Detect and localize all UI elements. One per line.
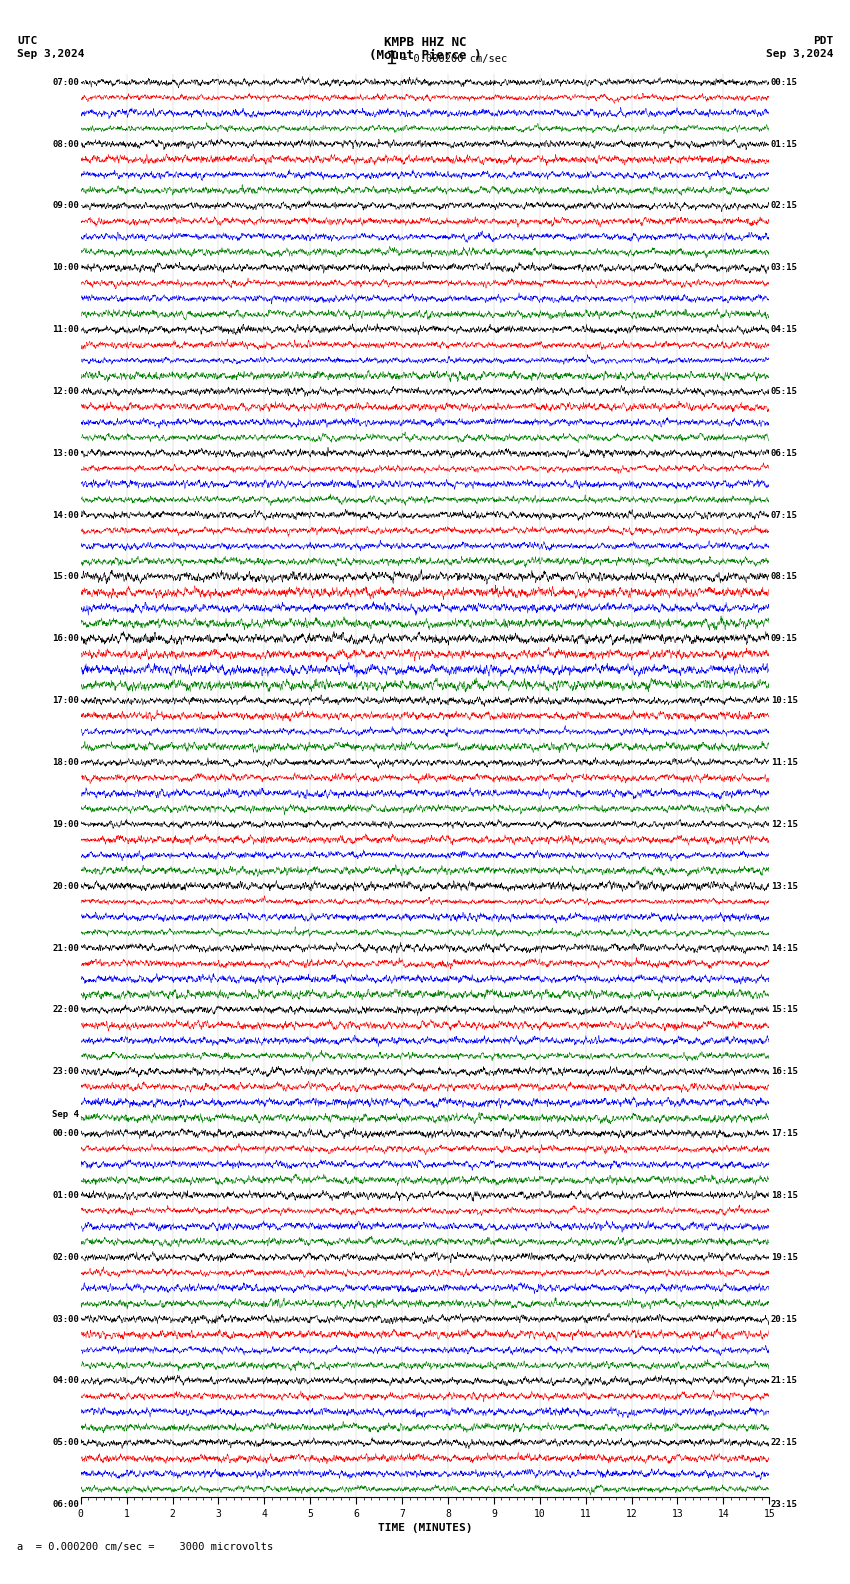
Text: 03:15: 03:15 <box>771 263 797 272</box>
Text: 01:00: 01:00 <box>53 1191 79 1201</box>
Text: 16:00: 16:00 <box>53 634 79 643</box>
Text: 22:15: 22:15 <box>771 1438 797 1448</box>
Text: 08:15: 08:15 <box>771 572 797 581</box>
Text: 04:15: 04:15 <box>771 325 797 334</box>
Text: 04:00: 04:00 <box>53 1376 79 1386</box>
Text: 12:15: 12:15 <box>771 821 797 828</box>
Text: 10:15: 10:15 <box>771 695 797 705</box>
Text: Sep 4: Sep 4 <box>53 1110 79 1120</box>
Text: 09:00: 09:00 <box>53 201 79 211</box>
Text: 19:00: 19:00 <box>53 821 79 828</box>
Text: Sep 3,2024: Sep 3,2024 <box>17 49 84 59</box>
Text: 15:00: 15:00 <box>53 572 79 581</box>
Text: 09:15: 09:15 <box>771 634 797 643</box>
Text: KMPB HHZ NC: KMPB HHZ NC <box>383 36 467 49</box>
Text: 13:00: 13:00 <box>53 448 79 458</box>
Text: 02:15: 02:15 <box>771 201 797 211</box>
Text: 03:00: 03:00 <box>53 1315 79 1324</box>
Text: 00:15: 00:15 <box>771 78 797 87</box>
Text: 20:15: 20:15 <box>771 1315 797 1324</box>
Text: 14:15: 14:15 <box>771 944 797 952</box>
Text: UTC: UTC <box>17 36 37 46</box>
Text: 20:00: 20:00 <box>53 882 79 890</box>
Text: 11:00: 11:00 <box>53 325 79 334</box>
Text: 17:15: 17:15 <box>771 1129 797 1137</box>
X-axis label: TIME (MINUTES): TIME (MINUTES) <box>377 1522 473 1533</box>
Text: 14:00: 14:00 <box>53 510 79 520</box>
Text: 13:15: 13:15 <box>771 882 797 890</box>
Text: Sep 3,2024: Sep 3,2024 <box>766 49 833 59</box>
Text: 05:15: 05:15 <box>771 386 797 396</box>
Text: 00:00: 00:00 <box>53 1129 79 1137</box>
Text: 22:00: 22:00 <box>53 1006 79 1014</box>
Text: 19:15: 19:15 <box>771 1253 797 1262</box>
Text: 18:15: 18:15 <box>771 1191 797 1201</box>
Text: 18:00: 18:00 <box>53 759 79 767</box>
Text: 23:00: 23:00 <box>53 1068 79 1076</box>
Text: 23:15: 23:15 <box>771 1500 797 1510</box>
Text: 06:00: 06:00 <box>53 1500 79 1510</box>
Text: 16:15: 16:15 <box>771 1068 797 1076</box>
Text: PDT: PDT <box>813 36 833 46</box>
Text: 05:00: 05:00 <box>53 1438 79 1448</box>
Text: 15:15: 15:15 <box>771 1006 797 1014</box>
Text: 12:00: 12:00 <box>53 386 79 396</box>
Text: 02:00: 02:00 <box>53 1253 79 1262</box>
Text: 10:00: 10:00 <box>53 263 79 272</box>
Text: 08:00: 08:00 <box>53 139 79 149</box>
Text: 17:00: 17:00 <box>53 695 79 705</box>
Text: = 0.000200 cm/sec: = 0.000200 cm/sec <box>401 54 507 63</box>
Text: 21:15: 21:15 <box>771 1376 797 1386</box>
Text: a  = 0.000200 cm/sec =    3000 microvolts: a = 0.000200 cm/sec = 3000 microvolts <box>17 1543 273 1552</box>
Text: 06:15: 06:15 <box>771 448 797 458</box>
Text: 07:00: 07:00 <box>53 78 79 87</box>
Text: 11:15: 11:15 <box>771 759 797 767</box>
Text: 21:00: 21:00 <box>53 944 79 952</box>
Text: 07:15: 07:15 <box>771 510 797 520</box>
Text: 01:15: 01:15 <box>771 139 797 149</box>
Text: (Mount Pierce ): (Mount Pierce ) <box>369 49 481 62</box>
